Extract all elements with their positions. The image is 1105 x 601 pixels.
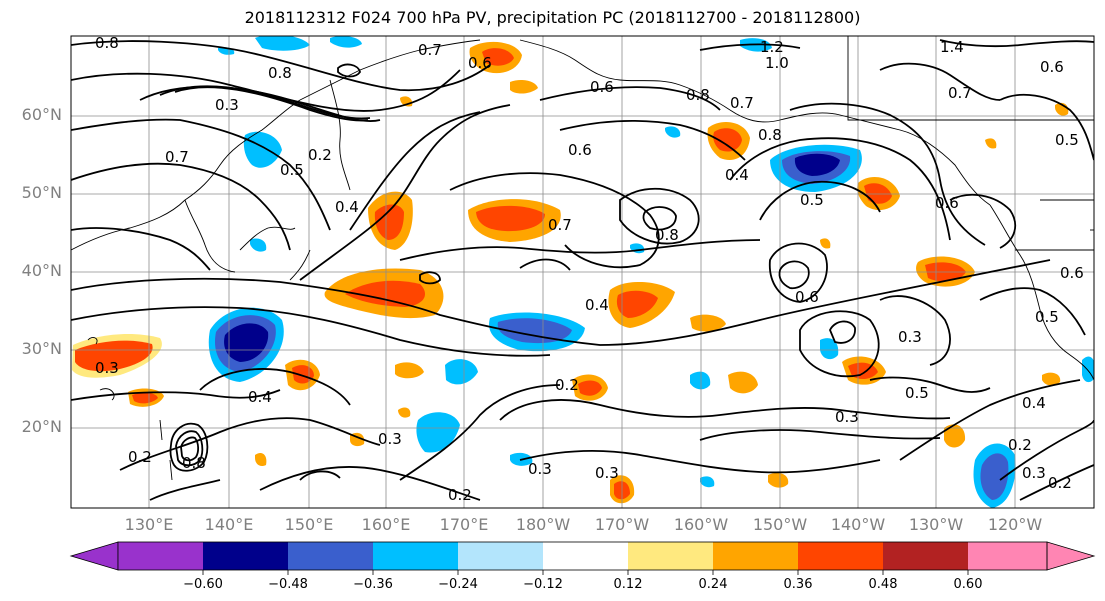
colorbar-swatch	[118, 542, 203, 570]
colorbar-swatch	[203, 542, 288, 570]
lon-label: 140°E	[204, 515, 254, 534]
lat-label: 50°N	[21, 183, 62, 202]
contour-label: 0.6	[590, 78, 614, 96]
lon-label: 160°W	[673, 515, 729, 534]
contour-label: 1.2	[760, 38, 784, 56]
lon-label: 170°W	[594, 515, 650, 534]
lon-label: 170°E	[439, 515, 489, 534]
lon-label: 150°W	[752, 515, 808, 534]
coastlines	[71, 36, 1094, 481]
contour-label: 0.3	[898, 328, 922, 346]
colorbar-tick-label: 0.36	[783, 577, 813, 592]
contour-label: 0.5	[800, 191, 824, 209]
precip-shading	[72, 36, 1094, 508]
contour-label: 0.2	[308, 146, 332, 164]
contour-label: 0.4	[725, 166, 749, 184]
lat-label: 20°N	[21, 417, 62, 436]
contour-label: 0.5	[905, 384, 929, 402]
contour-label: 0.3	[835, 408, 859, 426]
contour-label: 0.3	[1022, 464, 1046, 482]
contour-label: 0.8	[182, 454, 206, 472]
contour-label: 1.4	[940, 38, 964, 56]
contour-label: 0.4	[335, 198, 359, 216]
contour-label: 0.3	[215, 96, 239, 114]
colorbar-tick-label: −0.48	[268, 577, 308, 592]
contour-label: 0.5	[1055, 131, 1079, 149]
contour-label: 0.6	[568, 141, 592, 159]
map-gridlines	[71, 36, 1094, 508]
contour-label: 0.7	[548, 216, 572, 234]
colorbar-swatch	[373, 542, 458, 570]
colorbar-tick-label: 0.12	[613, 577, 643, 592]
contour-label: 0.6	[935, 194, 959, 212]
colorbar-tick-label: 0.24	[698, 577, 728, 592]
contour-label: 0.7	[730, 94, 754, 112]
contour-label: 0.5	[280, 161, 304, 179]
contour-label: 0.4	[585, 296, 609, 314]
contour-label: 0.7	[948, 84, 972, 102]
colorbar-tick-label: −0.24	[438, 577, 478, 592]
colorbar-swatch	[543, 542, 628, 570]
contour-label: 0.2	[1008, 436, 1032, 454]
lon-label: 180°W	[515, 515, 571, 534]
pv-contours	[71, 39, 1094, 501]
map-title: 2018112312 F024 700 hPa PV, precipitatio…	[244, 8, 861, 27]
contour-label: 0.4	[248, 388, 272, 406]
contour-label: 0.3	[378, 430, 402, 448]
colorbar-tick-label: 0.60	[953, 577, 983, 592]
contour-label: 0.4	[1022, 394, 1046, 412]
contour-label: 0.6	[1040, 58, 1064, 76]
contour-label: 0.3	[528, 460, 552, 478]
lat-label: 30°N	[21, 339, 62, 358]
colorbar-swatch	[968, 542, 1047, 570]
contour-label: 0.8	[655, 226, 679, 244]
colorbar-tick-label: −0.36	[353, 577, 393, 592]
lat-label: 60°N	[21, 105, 62, 124]
contour-label: 0.8	[758, 126, 782, 144]
contour-label: 1.0	[765, 54, 789, 72]
colorbar-tick-label: −0.12	[523, 577, 563, 592]
contour-labels: 0.8 0.7 0.6 1.2 1.0 1.4 0.3 0.8 0.2 0.7 …	[95, 34, 1084, 504]
contour-label: 0.8	[686, 86, 710, 104]
contour-label: 0.6	[468, 54, 492, 72]
colorbar-swatch	[628, 542, 713, 570]
lon-label: 120°W	[987, 515, 1043, 534]
contour-label: 0.2	[555, 376, 579, 394]
lon-label: 140°W	[830, 515, 886, 534]
contour-label: 0.3	[595, 464, 619, 482]
map-frame	[70, 35, 1095, 509]
contour-label: 0.7	[418, 41, 442, 59]
colorbar-swatch	[883, 542, 968, 570]
contour-label: 0.8	[95, 34, 119, 52]
lat-label: 40°N	[21, 261, 62, 280]
colorbar-swatch	[288, 542, 373, 570]
lon-label: 130°W	[908, 515, 964, 534]
contour-label: 0.5	[1035, 308, 1059, 326]
colorbar	[69, 541, 1096, 575]
contour-label: 0.8	[268, 64, 292, 82]
contour-label: 0.6	[1060, 264, 1084, 282]
colorbar-swatch	[713, 542, 798, 570]
contour-label: 0.2	[1048, 474, 1072, 492]
colorbar-tick-label: 0.48	[868, 577, 898, 592]
colorbar-extend-low	[69, 541, 119, 571]
contour-label: 0.7	[165, 148, 189, 166]
contour-label: 0.2	[448, 486, 472, 504]
colorbar-tick-label: −0.60	[183, 577, 223, 592]
lon-label: 160°E	[361, 515, 411, 534]
colorbar-swatch	[798, 542, 883, 570]
contour-label: 0.6	[795, 288, 819, 306]
lon-label: 150°E	[284, 515, 334, 534]
contour-label: 0.3	[95, 359, 119, 377]
lon-label: 130°E	[124, 515, 174, 534]
colorbar-extend-high	[1046, 541, 1096, 571]
colorbar-swatch	[458, 542, 543, 570]
contour-label: 0.2	[128, 448, 152, 466]
